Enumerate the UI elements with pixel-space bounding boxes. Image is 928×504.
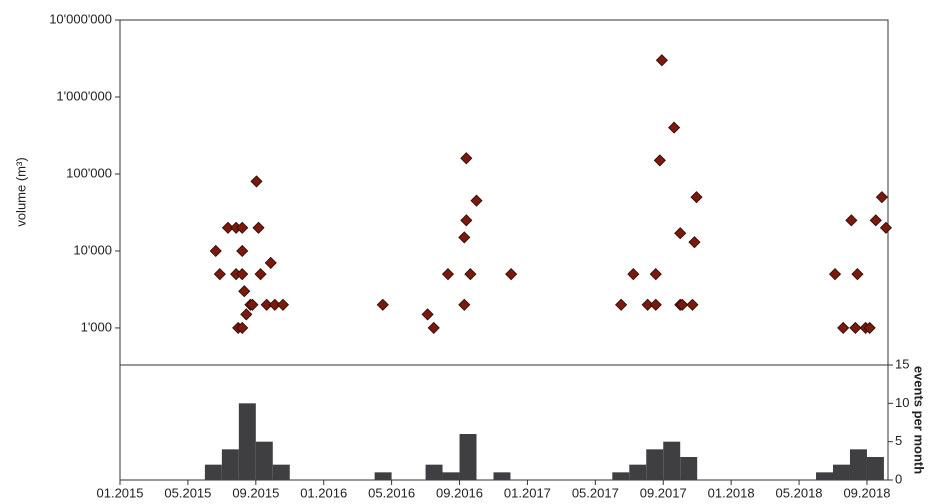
histogram-bar bbox=[816, 472, 833, 480]
data-point bbox=[641, 298, 654, 311]
data-point bbox=[875, 191, 888, 204]
y2-tick-label: 5 bbox=[895, 433, 902, 448]
data-point bbox=[458, 231, 471, 244]
x-tick-label: 09.2015 bbox=[232, 485, 279, 500]
data-point bbox=[221, 221, 235, 234]
data-point bbox=[837, 321, 850, 334]
data-point bbox=[276, 298, 290, 311]
x-tick-label: 01.2015 bbox=[97, 485, 144, 500]
x-tick-label: 01.2017 bbox=[504, 485, 551, 500]
histogram-bar bbox=[425, 464, 443, 480]
histogram-bar bbox=[238, 403, 256, 480]
data-point bbox=[209, 244, 222, 258]
data-point bbox=[845, 214, 858, 227]
histogram-bar bbox=[272, 464, 290, 480]
data-point bbox=[460, 214, 473, 227]
data-point bbox=[240, 308, 253, 321]
data-point bbox=[460, 152, 473, 165]
data-point bbox=[869, 214, 882, 227]
y-tick-label: 100'000 bbox=[66, 165, 112, 180]
histogram-bar bbox=[612, 472, 630, 480]
data-point bbox=[458, 298, 471, 311]
y2-tick-label: 10 bbox=[895, 395, 909, 410]
data-point bbox=[863, 321, 876, 334]
y-tick-label: 10'000 bbox=[73, 242, 112, 257]
x-tick-label: 09.2017 bbox=[640, 485, 687, 500]
y-tick-label: 1'000 bbox=[81, 319, 112, 334]
data-point bbox=[250, 175, 263, 188]
y-axis-label: volume (m³) bbox=[13, 157, 28, 226]
data-point bbox=[690, 191, 703, 204]
data-point bbox=[246, 298, 259, 311]
x-tick-label: 09.2016 bbox=[436, 485, 483, 500]
data-point bbox=[649, 298, 662, 311]
data-point bbox=[470, 194, 483, 207]
data-point bbox=[421, 308, 434, 321]
histogram-bar bbox=[459, 434, 477, 480]
data-point bbox=[615, 298, 628, 311]
histogram-bar bbox=[646, 449, 664, 480]
histogram-bar bbox=[866, 457, 884, 480]
x-tick-label: 01.2016 bbox=[300, 485, 347, 500]
data-point bbox=[627, 268, 640, 281]
x-tick-label: 01.2018 bbox=[708, 485, 755, 500]
data-point bbox=[688, 236, 701, 249]
x-tick-label: 05.2018 bbox=[776, 485, 823, 500]
plot-frame bbox=[119, 19, 889, 481]
data-point bbox=[676, 298, 689, 311]
histogram-bar bbox=[832, 464, 850, 480]
data-point bbox=[828, 268, 842, 281]
data-point bbox=[236, 244, 249, 258]
x-tick-label: 05.2015 bbox=[164, 485, 211, 500]
data-point bbox=[236, 268, 249, 281]
y2-tick-label: 0 bbox=[895, 471, 902, 486]
y-tick-label: 10'000'000 bbox=[49, 11, 112, 26]
y-tick-label: 1'000'000 bbox=[56, 88, 112, 103]
histogram-bar bbox=[442, 472, 460, 480]
data-point bbox=[236, 221, 249, 234]
histogram-bar bbox=[374, 472, 392, 480]
histogram-bar bbox=[629, 464, 647, 480]
data-point bbox=[260, 298, 273, 311]
data-point bbox=[464, 268, 477, 281]
data-point bbox=[376, 298, 389, 311]
data-point bbox=[254, 268, 267, 281]
histogram-bar bbox=[849, 449, 867, 480]
data-point bbox=[653, 154, 666, 167]
data-point bbox=[213, 268, 226, 281]
data-point bbox=[238, 285, 251, 298]
histogram-bar bbox=[493, 472, 511, 480]
data-point bbox=[851, 268, 864, 281]
histogram-bar bbox=[255, 441, 273, 480]
histogram-bar bbox=[663, 441, 681, 480]
y2-axis-label: events per month bbox=[912, 366, 927, 474]
histogram-bar bbox=[221, 449, 239, 480]
data-point bbox=[879, 221, 893, 234]
y2-tick-label: 15 bbox=[895, 356, 909, 371]
data-point bbox=[668, 121, 681, 134]
data-point bbox=[252, 221, 265, 234]
data-point bbox=[649, 268, 662, 281]
data-point bbox=[236, 321, 249, 334]
x-tick-label: 05.2016 bbox=[368, 485, 415, 500]
data-point bbox=[441, 268, 455, 281]
data-point bbox=[427, 321, 440, 334]
data-point bbox=[264, 256, 277, 269]
x-tick-label: 09.2018 bbox=[843, 485, 890, 500]
x-tick-label: 05.2017 bbox=[572, 485, 619, 500]
data-point bbox=[686, 298, 699, 311]
data-point bbox=[268, 298, 281, 311]
data-point bbox=[505, 268, 518, 281]
data-point bbox=[849, 321, 862, 334]
data-point bbox=[674, 227, 687, 240]
histogram-bar bbox=[680, 457, 698, 480]
histogram-bar bbox=[204, 464, 222, 480]
data-point bbox=[655, 54, 668, 67]
